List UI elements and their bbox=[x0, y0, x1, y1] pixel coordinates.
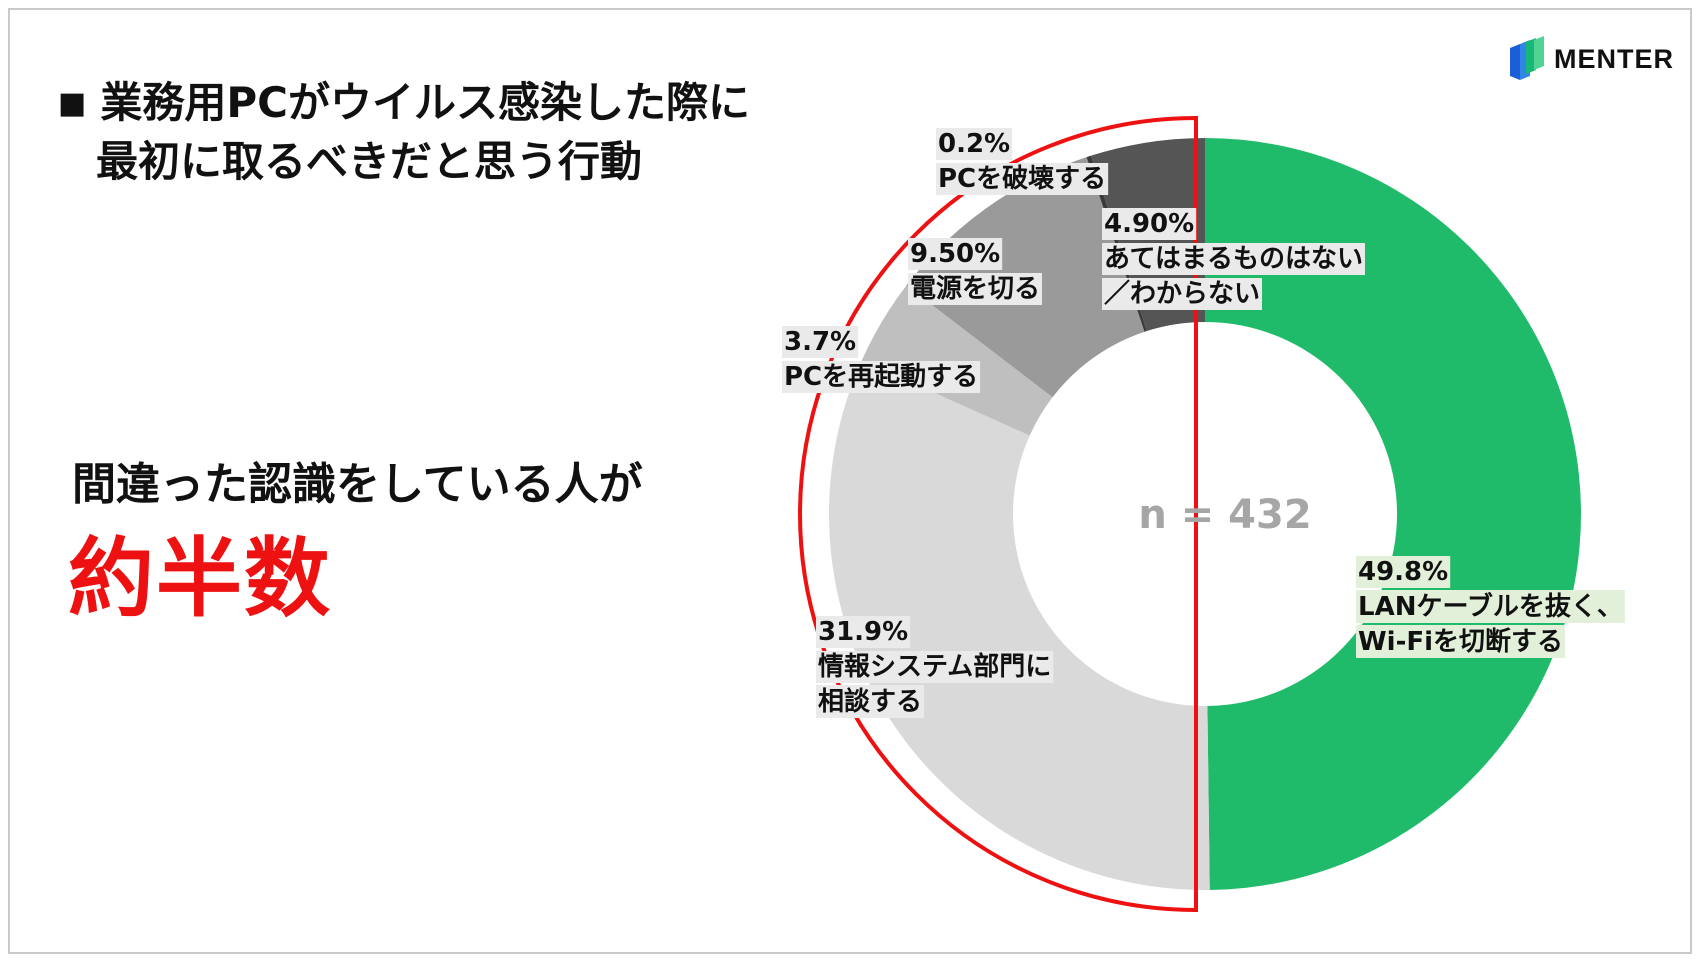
data-label-text: 相談する bbox=[818, 686, 922, 717]
data-label-bg bbox=[816, 616, 911, 648]
data-label-text: 情報システム部門に bbox=[818, 652, 1051, 682]
data-label-bg bbox=[1356, 625, 1566, 658]
data-label-percent: 0.2% bbox=[938, 129, 1010, 159]
title-bullet: ■ bbox=[58, 86, 87, 121]
data-label-percent: 4.90% bbox=[1104, 209, 1194, 239]
data-label-text: LANケーブルを抜く、 bbox=[1358, 591, 1623, 622]
brand-logo: MENTER bbox=[1508, 36, 1674, 82]
title-line-2: 最初に取るべきだと思う行動 bbox=[96, 137, 643, 186]
data-label-bg bbox=[1102, 278, 1263, 310]
data-label-bg bbox=[1102, 208, 1197, 240]
brand-name: MENTER bbox=[1554, 43, 1674, 74]
data-label-percent: 49.8% bbox=[1358, 557, 1448, 587]
data-label-percent: 3.7% bbox=[784, 327, 856, 357]
data-label-bg bbox=[816, 651, 1054, 683]
data-label-0: 49.8% LANケーブルを抜く、 Wi-Fiを切断する bbox=[1356, 556, 1625, 658]
data-label-bg bbox=[1356, 556, 1451, 588]
data-label-bg bbox=[908, 273, 1043, 305]
donut-slice-1 bbox=[828, 360, 1210, 890]
data-label-text: あてはまるものはない bbox=[1104, 244, 1363, 274]
data-label-bg bbox=[782, 326, 859, 358]
data-label-text: PCを破壊する bbox=[938, 164, 1106, 194]
data-label-bg bbox=[908, 238, 1003, 270]
donut-slice-0 bbox=[1205, 138, 1582, 890]
donut-slice-2 bbox=[861, 285, 1053, 436]
data-label-percent: 31.9% bbox=[818, 617, 908, 647]
data-label-text: ／わからない bbox=[1104, 279, 1260, 309]
data-label-bg bbox=[816, 685, 925, 718]
data-label-2: 3.7% PCを再起動する bbox=[782, 326, 981, 393]
emphasis-text: 約半数 bbox=[68, 529, 332, 629]
slide-title: ■ 業務用PCがウイルス感染した際に 最初に取るべきだと思う行動 bbox=[58, 74, 750, 191]
data-label-text: PCを再起動する bbox=[784, 362, 978, 392]
data-label-5: 4.90% あてはまるものはない ／わからない bbox=[1102, 208, 1365, 310]
data-label-3: 9.50% 電源を切る bbox=[908, 238, 1043, 305]
data-label-text: Wi-Fiを切断する bbox=[1358, 626, 1563, 657]
data-label-bg bbox=[936, 128, 1013, 160]
data-label-4: 0.2% PCを破壊する bbox=[936, 128, 1109, 195]
data-label-bg bbox=[1102, 243, 1365, 275]
data-label-bg bbox=[782, 361, 981, 393]
data-label-text: 電源を切る bbox=[910, 274, 1040, 304]
sample-size-label: n = 432 bbox=[1138, 492, 1311, 538]
title-line-1: 業務用PCがウイルス感染した際に bbox=[100, 78, 750, 127]
data-label-bg bbox=[936, 163, 1109, 195]
key-message: 間違った認識をしている人が bbox=[72, 459, 643, 510]
data-label-percent: 9.50% bbox=[910, 239, 1000, 269]
menter-logo-icon bbox=[1510, 36, 1544, 80]
data-label-bg bbox=[1356, 590, 1625, 623]
